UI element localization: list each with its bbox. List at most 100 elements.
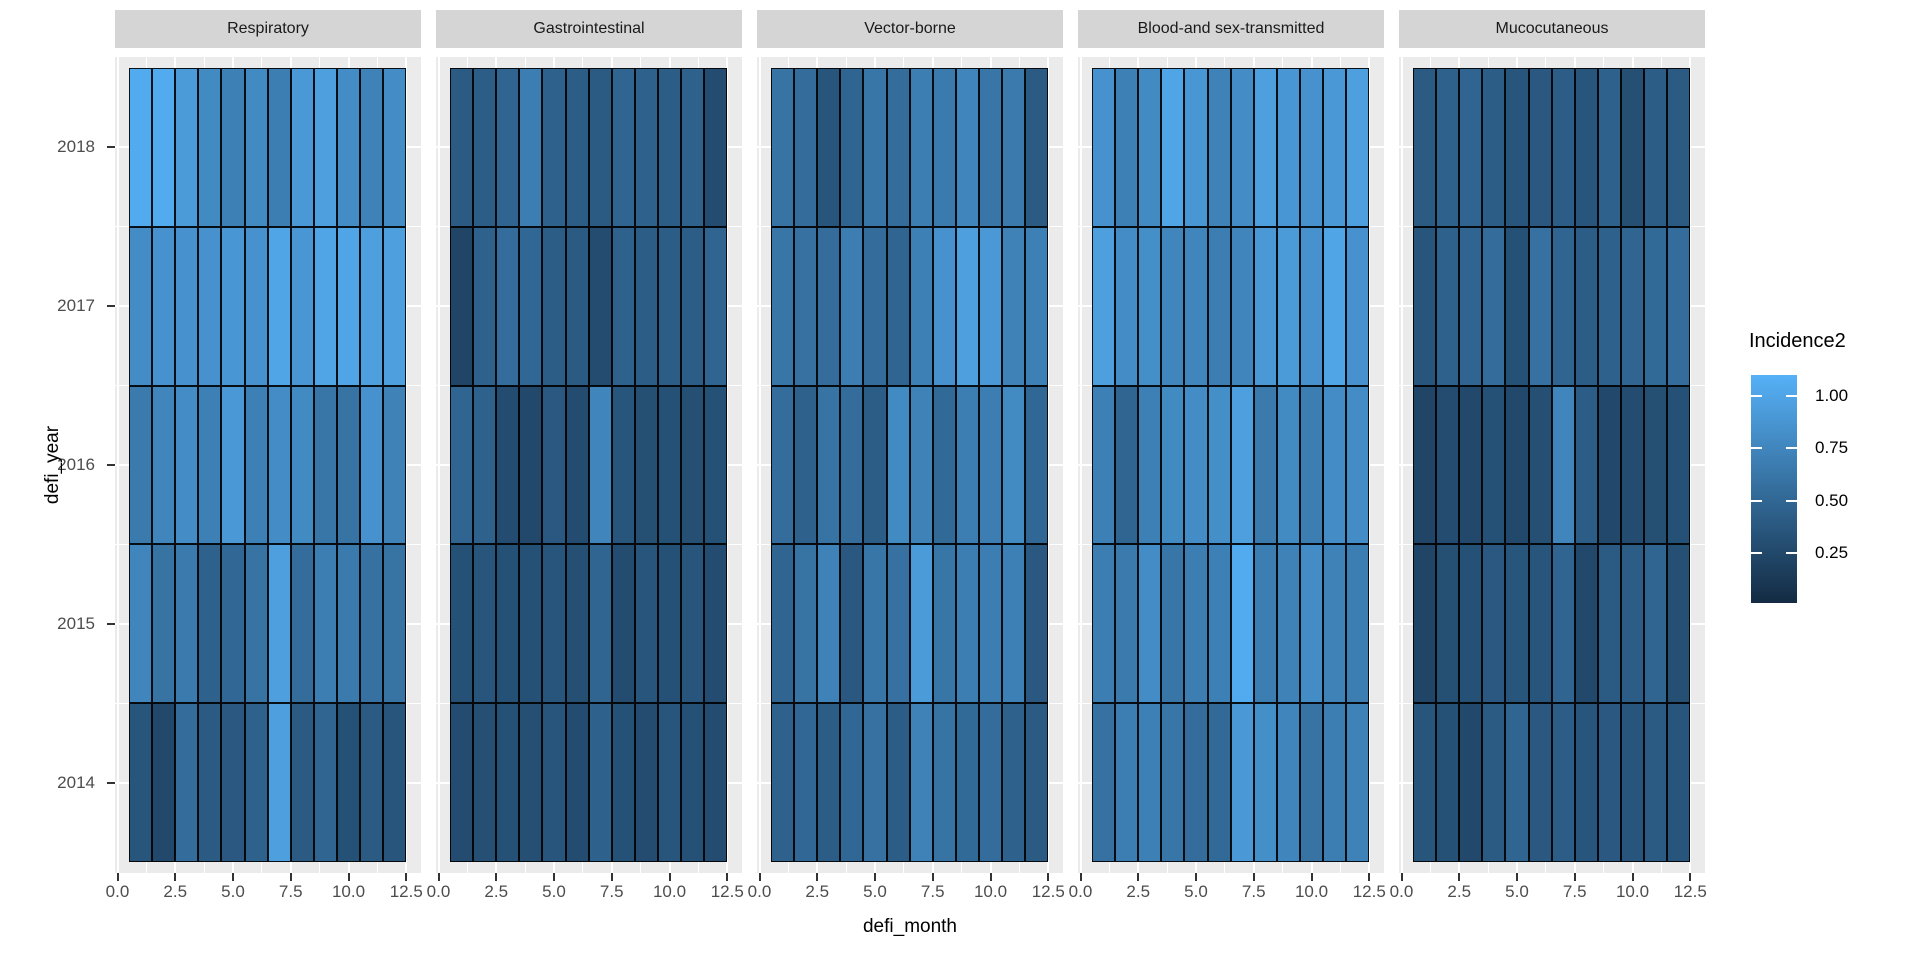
heatmap-tile xyxy=(244,703,268,862)
heatmap-tile xyxy=(932,703,956,862)
heatmap-tile xyxy=(909,68,933,227)
heatmap-tile xyxy=(771,385,795,545)
y-axis-tick-label: 2018 xyxy=(57,137,95,157)
heatmap-tile xyxy=(450,385,474,545)
heatmap-tile xyxy=(383,68,407,227)
x-axis-tick xyxy=(1573,873,1576,881)
heatmap-tile xyxy=(588,544,612,704)
heatmap-tile xyxy=(611,703,635,862)
heatmap-tile xyxy=(1597,544,1621,704)
heatmap-tile xyxy=(496,226,520,386)
heatmap-tile xyxy=(611,544,635,704)
heatmap-tile xyxy=(175,703,199,862)
heatmap-tile xyxy=(383,544,407,704)
x-axis-tick-label: 7.5 xyxy=(1241,882,1266,901)
heatmap-tile xyxy=(1138,385,1162,545)
x-axis-tick-label: 2.5 xyxy=(163,882,188,901)
y-axis-tick-label: 2016 xyxy=(57,455,95,474)
heatmap-tile xyxy=(1574,68,1598,227)
y-axis-tick-label: 2015 xyxy=(57,613,95,633)
x-axis-tick xyxy=(553,873,555,881)
heatmap-tile xyxy=(1346,385,1370,545)
legend-tick-mark xyxy=(1786,447,1797,450)
x-axis-tick xyxy=(1400,873,1403,881)
x-axis-tick-label: 2.5 xyxy=(805,882,830,901)
heatmap-tile xyxy=(1597,68,1621,227)
heatmap-tile xyxy=(771,703,795,862)
heatmap-tile xyxy=(1025,385,1049,545)
heatmap-tile xyxy=(1667,226,1691,386)
heatmap-tile xyxy=(129,544,153,704)
heatmap-tile xyxy=(244,544,268,704)
facet-panel xyxy=(1399,57,1705,873)
heatmap-tile xyxy=(817,68,841,227)
heatmap-tile xyxy=(1346,226,1370,386)
heatmap-tile xyxy=(932,544,956,704)
heatmap-tile xyxy=(336,226,361,386)
heatmap-tile xyxy=(1667,68,1691,227)
legend-tick-label: 0.25 xyxy=(1815,542,1849,562)
heatmap-tile xyxy=(1644,226,1668,386)
heatmap-tile xyxy=(1092,226,1116,386)
heatmap-tile xyxy=(1528,226,1552,386)
heatmap-tile xyxy=(1002,385,1026,545)
heatmap-tile xyxy=(1644,703,1668,862)
heatmap-tile xyxy=(978,68,1003,227)
heatmap-tile xyxy=(221,385,245,545)
x-axis-tick xyxy=(1458,873,1461,881)
heatmap-tile xyxy=(1025,703,1049,862)
heatmap-tile xyxy=(1459,703,1483,862)
heatmap-tile xyxy=(1207,544,1231,704)
heatmap-tile xyxy=(1253,68,1277,227)
x-axis-tick xyxy=(495,873,498,881)
heatmap-tile xyxy=(909,544,933,704)
heatmap-tile xyxy=(519,385,543,545)
heatmap-tile xyxy=(198,703,222,862)
heatmap-tile xyxy=(932,68,956,227)
heatmap-tile xyxy=(657,385,682,545)
heatmap-tile xyxy=(1482,544,1506,704)
heatmap-tile xyxy=(313,385,337,545)
heatmap-tile xyxy=(542,544,566,704)
heatmap-tile xyxy=(565,703,589,862)
heatmap-tile xyxy=(267,544,291,704)
facet-panel xyxy=(436,57,742,873)
y-axis-tick-label: 2014 xyxy=(57,772,95,792)
heatmap-tile xyxy=(1253,226,1277,386)
heatmap-tile xyxy=(840,226,864,386)
heatmap-tile xyxy=(1459,385,1483,545)
y-axis-tick xyxy=(107,781,115,784)
heatmap-tile xyxy=(542,385,566,545)
heatmap-tile xyxy=(1505,703,1529,862)
heatmap-tile xyxy=(1138,544,1162,704)
heatmap-tile xyxy=(1459,226,1483,386)
heatmap-tile xyxy=(840,385,864,545)
heatmap-tile xyxy=(1459,68,1483,227)
heatmap-tile xyxy=(290,544,314,704)
heatmap-tile xyxy=(383,703,407,862)
x-axis-tick-label: 5.0 xyxy=(221,882,245,901)
heatmap-tile xyxy=(450,544,474,704)
heatmap-tile xyxy=(473,68,497,227)
heatmap-tile xyxy=(1413,385,1437,545)
heatmap-tile xyxy=(840,703,864,862)
heatmap-tile xyxy=(588,226,612,386)
heatmap-tile xyxy=(175,544,199,704)
x-axis-title: defi_month xyxy=(862,916,958,937)
heatmap-tile xyxy=(1184,703,1208,862)
x-axis-tick xyxy=(289,873,292,881)
x-axis-tick-label: 5.0 xyxy=(863,882,887,901)
heatmap-tile xyxy=(863,385,887,545)
facet-strip-label: Blood-and sex-transmitted xyxy=(1137,20,1325,37)
heatmap-tile xyxy=(1092,68,1116,227)
heatmap-tile xyxy=(657,226,682,386)
heatmap-tile xyxy=(840,68,864,227)
heatmap-tile xyxy=(1551,68,1575,227)
heatmap-tile xyxy=(244,385,268,545)
x-axis-tick xyxy=(989,873,992,881)
heatmap-tile xyxy=(1620,226,1645,386)
x-axis-tick xyxy=(1368,873,1371,881)
heatmap-tile xyxy=(152,703,176,862)
heatmap-tile xyxy=(1230,226,1254,386)
x-axis-tick-label: 0.0 xyxy=(1068,882,1093,901)
